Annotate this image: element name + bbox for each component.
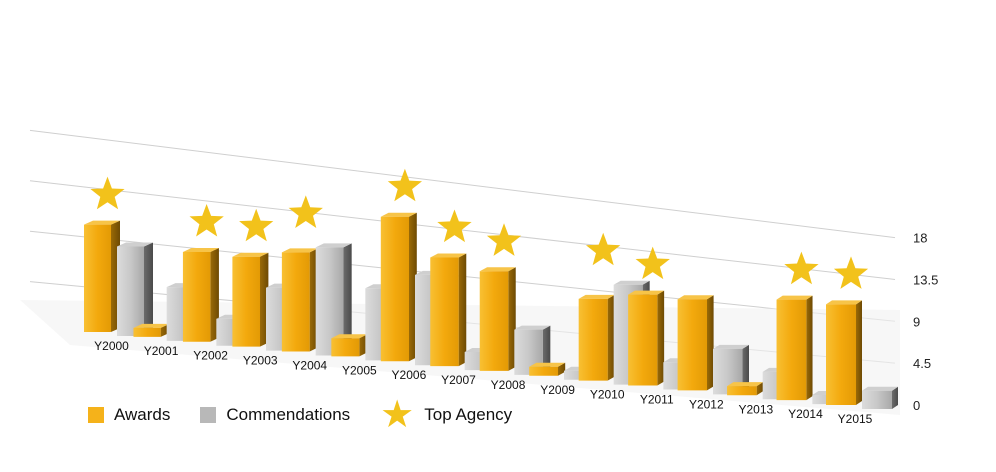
x-tick-label: Y2012: [689, 397, 724, 411]
star-icon: [437, 209, 472, 243]
x-tick-label: Y2005: [342, 363, 377, 377]
x-tick-label: Y2011: [640, 393, 674, 407]
gridline: [29, 180, 896, 280]
y-tick-label: 9: [913, 314, 920, 329]
bar-awards: [380, 212, 417, 362]
bar-awards: [232, 252, 269, 347]
bar-awards: [628, 290, 665, 386]
star-icon: [90, 176, 125, 210]
gridline: [29, 129, 896, 239]
star-icon: [784, 251, 819, 285]
bar-awards: [529, 362, 566, 376]
x-tick-label: Y2013: [739, 402, 774, 416]
legend-item-commendations: Commendations: [200, 405, 350, 425]
bar-commendations: [315, 243, 352, 356]
star-icon: [586, 232, 621, 266]
legend-item-top-agency: ★ Top Agency: [380, 394, 513, 436]
x-tick-label: Y2003: [243, 354, 278, 368]
legend-item-awards: Awards: [88, 405, 170, 425]
bar-awards: [430, 253, 467, 367]
bar-awards: [182, 247, 219, 342]
bar-awards: [677, 295, 714, 391]
legend-label-top-agency: Top Agency: [424, 405, 513, 424]
star-icon: [833, 256, 869, 289]
bar-awards: [578, 294, 615, 381]
x-tick-label: Y2015: [838, 412, 873, 426]
y-tick-label: 0: [913, 398, 920, 413]
bar-awards: [84, 220, 120, 332]
legend-swatch-commendations: [200, 407, 217, 423]
y-tick-label: 4.5: [913, 356, 931, 371]
bar-commendations: [862, 386, 898, 409]
star-icon: [635, 246, 670, 280]
x-tick-label: Y2014: [788, 407, 823, 421]
bar-awards: [826, 300, 862, 405]
bar-commendations: [117, 242, 153, 336]
bar-awards: [133, 323, 170, 337]
x-tick-label: Y2002: [193, 349, 228, 363]
star-icon: [189, 204, 224, 237]
star-icon: [387, 168, 422, 202]
bar-awards: [281, 248, 318, 352]
star-icon: [288, 195, 323, 228]
bar-awards: [776, 295, 813, 401]
x-tick-label: Y2000: [94, 339, 129, 353]
star-icon: ★: [380, 394, 415, 436]
bar-awards: [331, 334, 368, 357]
x-tick-label: Y2001: [144, 344, 179, 358]
star-icon: [486, 223, 522, 256]
legend-swatch-awards: [88, 407, 104, 423]
x-tick-label: Y2009: [540, 383, 575, 397]
star-icon: [239, 208, 274, 242]
bar-awards: [727, 382, 764, 396]
bar-awards: [479, 267, 516, 371]
legend-label-awards: Awards: [114, 405, 171, 424]
legend: Awards Commendations ★ Top Agency: [88, 394, 542, 436]
x-tick-label: Y2008: [491, 378, 526, 392]
x-tick-label: Y2007: [441, 373, 476, 387]
x-tick-label: Y2010: [590, 388, 625, 402]
legend-label-commendations: Commendations: [226, 405, 351, 424]
x-tick-label: Y2006: [392, 368, 427, 382]
y-tick-label: 13.5: [913, 272, 938, 287]
y-tick-label: 18: [913, 231, 927, 246]
x-tick-label: Y2004: [292, 358, 327, 372]
